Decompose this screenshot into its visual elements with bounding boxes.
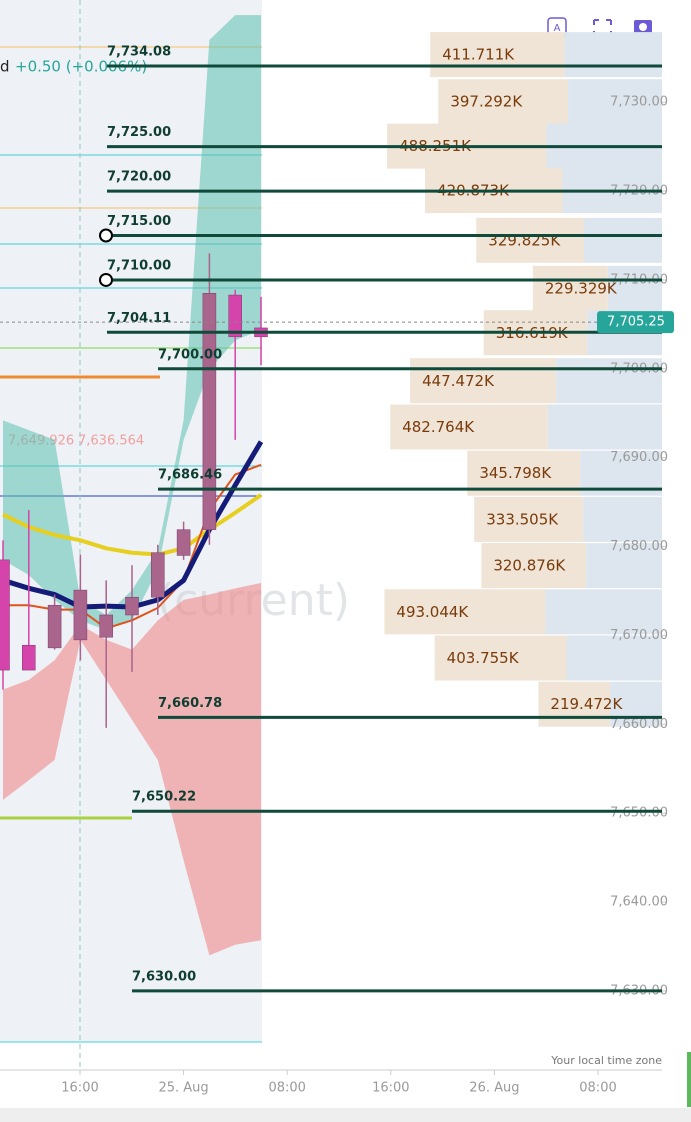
level-handle	[99, 228, 113, 243]
volume-bar-sell	[610, 681, 662, 727]
candle-body	[47, 604, 62, 649]
price-change: +0.50 (+0.006%)	[15, 58, 147, 76]
band	[3, 582, 261, 956]
x-tick-label: 26. Aug	[469, 1081, 519, 1096]
candle-body	[151, 552, 165, 598]
indicator-label: 7,636.564	[78, 434, 144, 449]
level-label: 7,710.00	[107, 258, 171, 273]
candle-body	[73, 589, 88, 641]
volume-bar-buy	[384, 589, 546, 635]
level-label: 7,704.11	[107, 311, 171, 326]
volume-bar-buy	[410, 358, 557, 404]
level-label: 7,686.46	[158, 468, 222, 483]
volume-bar-sell	[545, 589, 662, 635]
volume-bar-sell	[556, 358, 662, 404]
candle-body	[228, 294, 242, 338]
volume-bar-sell	[583, 496, 662, 542]
volume-label: 219.472K	[550, 695, 623, 713]
svg-text:A: A	[554, 23, 561, 34]
volume-label: 493.044K	[396, 603, 469, 621]
level-label: 7,720.00	[107, 170, 171, 185]
volume-bar-sell	[607, 265, 662, 311]
volume-label: 397.292K	[450, 93, 523, 111]
volume-bar-buy	[476, 217, 585, 263]
y-tick-label: 7,730.00	[610, 95, 668, 110]
volume-bar-buy	[434, 635, 567, 681]
volume-label: 320.876K	[493, 557, 566, 575]
level-label: 7,630.00	[132, 969, 196, 984]
volume-bar-buy	[430, 32, 565, 78]
symbol-suffix: d	[0, 58, 10, 76]
y-tick-label: 7,650.00	[610, 806, 668, 821]
volume-label: 482.764K	[402, 418, 475, 436]
volume-bar-sell	[584, 217, 662, 263]
level-label: 7,700.00	[158, 347, 222, 362]
timezone-note: Your local time zone	[550, 1054, 662, 1067]
y-tick-label: 7,660.00	[610, 717, 668, 732]
x-tick-label: 08:00	[268, 1081, 305, 1096]
volume-bar-buy	[474, 496, 584, 542]
volume-label: 333.505K	[486, 510, 559, 528]
candle-body	[22, 644, 36, 671]
y-tick-label: 7,640.00	[610, 895, 668, 910]
candle-body	[0, 559, 10, 671]
volume-bar-sell	[564, 32, 662, 78]
x-tick-label: 25. Aug	[158, 1081, 208, 1096]
volume-label: 403.755K	[447, 649, 520, 667]
last-price-label: 7,705.25	[607, 315, 665, 330]
y-tick-label: 7,670.00	[610, 628, 668, 643]
volume-bar-sell	[566, 635, 662, 681]
volume-label: 411.711K	[442, 46, 515, 64]
x-tick-label: 16:00	[372, 1081, 409, 1096]
x-tick-label: 16:00	[61, 1081, 98, 1096]
x-tick-label: 08:00	[579, 1081, 616, 1096]
volume-bar-buy	[538, 681, 611, 727]
volume-bar-buy	[481, 543, 587, 589]
volume-bar-sell	[586, 543, 662, 589]
y-tick-label: 7,690.00	[610, 450, 668, 465]
level-label: 7,734.08	[107, 44, 171, 59]
volume-bar-buy	[390, 404, 548, 450]
volume-label: 447.472K	[422, 372, 495, 390]
candle-body	[176, 529, 191, 556]
level-label: 7,725.00	[107, 125, 171, 140]
y-tick-label: 7,680.00	[610, 539, 668, 554]
candle-body	[99, 614, 113, 638]
last-price-tag	[597, 311, 674, 334]
volume-bar-sell	[547, 404, 662, 450]
volume-bar-buy	[532, 265, 608, 311]
volume-label: 345.798K	[479, 464, 552, 482]
volume-bar-buy	[438, 79, 569, 125]
candle-body	[125, 596, 139, 616]
level-label: 7,650.22	[132, 790, 196, 805]
indicator-line	[2, 493, 263, 557]
level-label: 7,715.00	[107, 214, 171, 229]
candle-body	[202, 293, 217, 530]
level-handle	[99, 272, 113, 287]
level-label: 7,660.78	[158, 696, 222, 711]
volume-bar-sell	[568, 79, 662, 125]
volume-label: 229.329K	[545, 279, 618, 297]
